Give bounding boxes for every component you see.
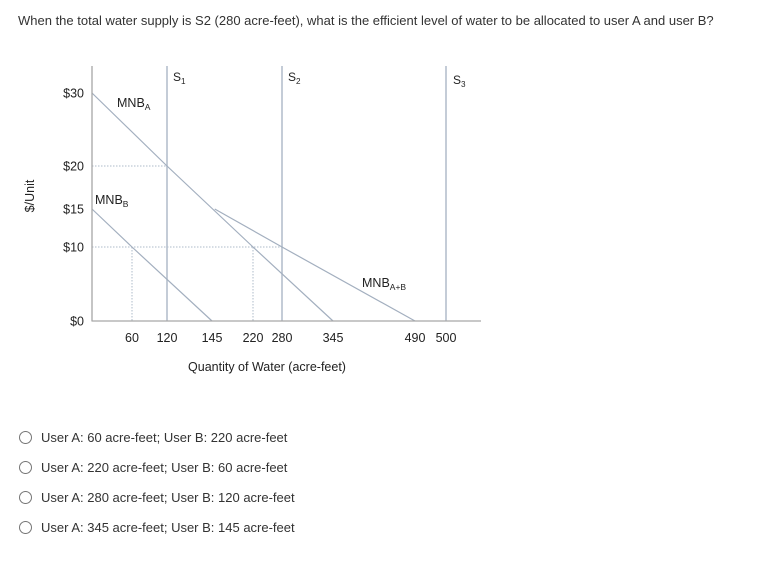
answer-option-2[interactable]: User A: 220 acre-feet; User B: 60 acre-f…: [19, 452, 295, 482]
curve-label-mnb-a-plus-b: MNBA+B: [362, 276, 406, 292]
x-axis-title: Quantity of Water (acre-feet): [188, 360, 346, 374]
x-tick-label: 120: [157, 331, 178, 345]
answer-option-label: User A: 280 acre-feet; User B: 120 acre-…: [41, 489, 295, 505]
radio-button[interactable]: [19, 520, 32, 534]
radio-button[interactable]: [19, 430, 32, 444]
curve-label-mnb-b: MNBB: [95, 193, 129, 209]
x-tick-label: 60: [125, 331, 139, 345]
answer-options: User A: 60 acre-feet; User B: 220 acre-f…: [19, 422, 295, 542]
y-tick-label: $30: [63, 87, 84, 101]
curve-label-mnb-a: MNBA: [117, 96, 151, 112]
supply-label-s3: S3: [453, 73, 466, 89]
water-allocation-chart: S1 S2 S3 MNBA MNBB MNBA+B 60 120 145 220 280 345 490…: [23, 66, 481, 374]
y-tick-label: $20: [63, 160, 84, 174]
answer-option-label: User A: 345 acre-feet; User B: 145 acre-…: [41, 519, 295, 535]
curve-mnb-b: [91, 208, 213, 322]
question-text: When the total water supply is S2 (280 a…: [18, 13, 714, 28]
x-tick-label: 220: [243, 331, 264, 345]
y-tick-label: $0: [70, 315, 84, 329]
x-tick-label: 500: [436, 331, 457, 345]
supply-label-s1: S1: [173, 70, 186, 86]
y-tick-label: $10: [63, 241, 84, 255]
x-tick-label: 490: [405, 331, 426, 345]
answer-option-1[interactable]: User A: 60 acre-feet; User B: 220 acre-f…: [19, 422, 295, 452]
radio-button[interactable]: [19, 460, 32, 474]
curve-mnb-a-plus-b: [214, 208, 416, 322]
answer-option-3[interactable]: User A: 280 acre-feet; User B: 120 acre-…: [19, 482, 295, 512]
y-axis-title: $/Unit: [23, 179, 37, 212]
y-tick-label: $15: [63, 203, 84, 217]
supply-label-s2: S2: [288, 70, 301, 86]
answer-option-label: User A: 220 acre-feet; User B: 60 acre-f…: [41, 459, 288, 475]
x-tick-label: 345: [323, 331, 344, 345]
answer-option-4[interactable]: User A: 345 acre-feet; User B: 145 acre-…: [19, 512, 295, 542]
x-tick-label: 280: [272, 331, 293, 345]
x-tick-label: 145: [202, 331, 223, 345]
radio-button[interactable]: [19, 490, 32, 504]
curve-mnb-a: [91, 92, 334, 322]
answer-option-label: User A: 60 acre-feet; User B: 220 acre-f…: [41, 429, 288, 445]
